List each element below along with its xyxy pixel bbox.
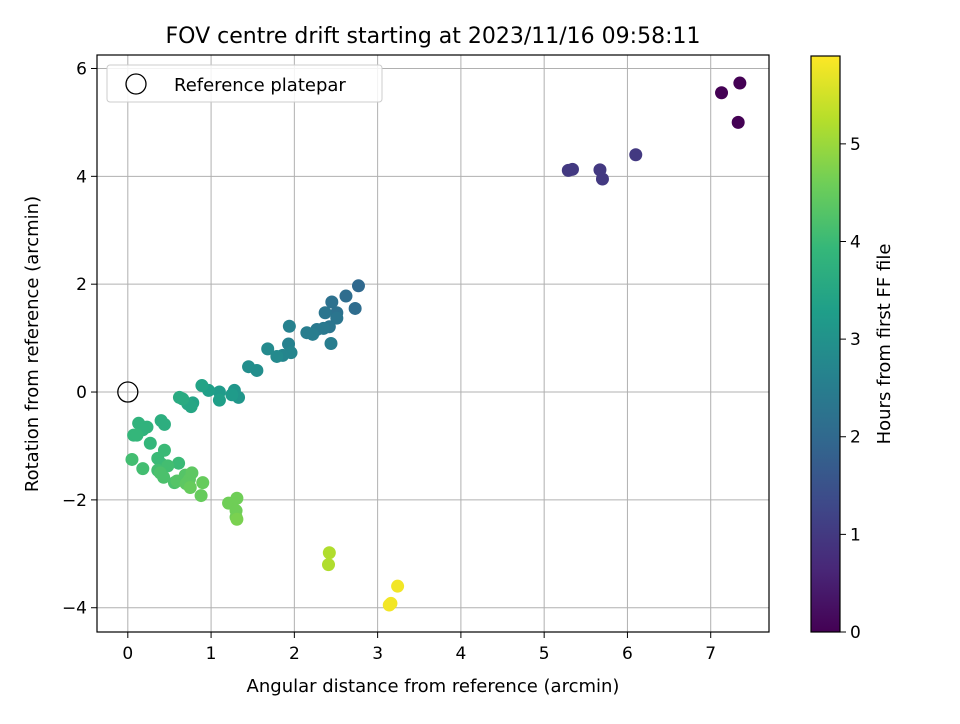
data-point	[225, 388, 239, 402]
data-point	[172, 390, 186, 404]
data-point	[212, 393, 226, 407]
y-tick-label: −2	[62, 491, 87, 511]
data-point	[270, 349, 284, 363]
x-tick-label: 1	[206, 644, 217, 664]
data-point	[595, 172, 609, 186]
legend-marker-icon	[125, 73, 147, 95]
colorbar-tick-label: 3	[850, 330, 861, 350]
data-point	[125, 452, 139, 466]
data-point	[382, 598, 396, 612]
data-point	[731, 115, 745, 129]
y-axis-ticks: −4 −2 0 2 4 6	[62, 59, 97, 619]
colorbar: 0 1 2 3 4 5 Hours from first FF file	[810, 55, 895, 643]
x-tick-label: 4	[455, 644, 466, 664]
colorbar-gradient	[811, 56, 840, 632]
y-tick-label: −4	[62, 599, 87, 619]
data-point	[321, 558, 335, 572]
x-tick-label: 6	[622, 644, 633, 664]
colorbar-tick-label: 4	[850, 232, 861, 252]
data-point	[195, 379, 209, 393]
colorbar-tick-label: 5	[850, 135, 861, 155]
x-tick-label: 5	[539, 644, 550, 664]
colorbar-frame	[810, 55, 841, 633]
x-tick-label: 0	[122, 644, 133, 664]
x-tick-label: 7	[705, 644, 716, 664]
data-point	[715, 86, 729, 100]
data-point	[325, 295, 339, 309]
y-axis-label: Rotation from reference (arcmin)	[22, 196, 43, 492]
x-axis-ticks: 0 1 2 3 4 5 6 7	[122, 632, 716, 664]
data-point	[318, 306, 332, 320]
data-point	[194, 489, 208, 503]
y-tick-label: 2	[76, 275, 87, 295]
data-point	[183, 480, 197, 494]
colorbar-tick-label: 2	[850, 428, 861, 448]
data-point	[351, 279, 365, 293]
x-tick-label: 2	[289, 644, 300, 664]
colorbar-label: Hours from first FF file	[874, 244, 895, 445]
legend-entry-reference: Reference platepar	[174, 75, 346, 96]
data-point	[172, 456, 186, 470]
data-points	[125, 76, 747, 612]
plot-frame	[96, 54, 770, 633]
data-point	[157, 417, 171, 431]
data-point	[339, 289, 353, 303]
y-tick-label: 6	[76, 59, 87, 79]
y-tick-label: 4	[76, 167, 87, 187]
data-point	[733, 76, 747, 90]
data-point	[136, 462, 150, 476]
data-point	[300, 326, 314, 340]
y-tick-label: 0	[76, 383, 87, 403]
data-point	[230, 491, 244, 505]
data-point	[330, 311, 344, 325]
colorbar-ticks: 0 1 2 3 4 5	[840, 135, 861, 643]
x-tick-label: 3	[372, 644, 383, 664]
colorbar-tick-label: 1	[850, 525, 861, 545]
data-point	[143, 436, 157, 450]
data-point	[130, 428, 144, 442]
data-point	[322, 546, 336, 560]
data-point	[242, 360, 256, 374]
data-point	[157, 443, 171, 457]
data-point	[196, 476, 210, 490]
chart-title: FOV centre drift starting at 2023/11/16 …	[166, 24, 701, 49]
data-point	[230, 512, 244, 526]
data-point	[282, 319, 296, 333]
reference-marker-layer	[117, 381, 139, 403]
data-point	[261, 342, 275, 356]
data-point	[391, 579, 405, 593]
reference-platepar-marker	[117, 381, 139, 403]
data-point	[157, 470, 171, 484]
x-axis-label: Angular distance from reference (arcmin)	[247, 676, 620, 697]
data-point	[629, 148, 643, 162]
legend: Reference platepar	[106, 64, 383, 103]
legend-box	[106, 64, 383, 103]
colorbar-tick-label: 0	[850, 623, 861, 643]
data-point	[348, 301, 362, 315]
data-point	[324, 337, 338, 350]
data-point	[565, 162, 579, 176]
